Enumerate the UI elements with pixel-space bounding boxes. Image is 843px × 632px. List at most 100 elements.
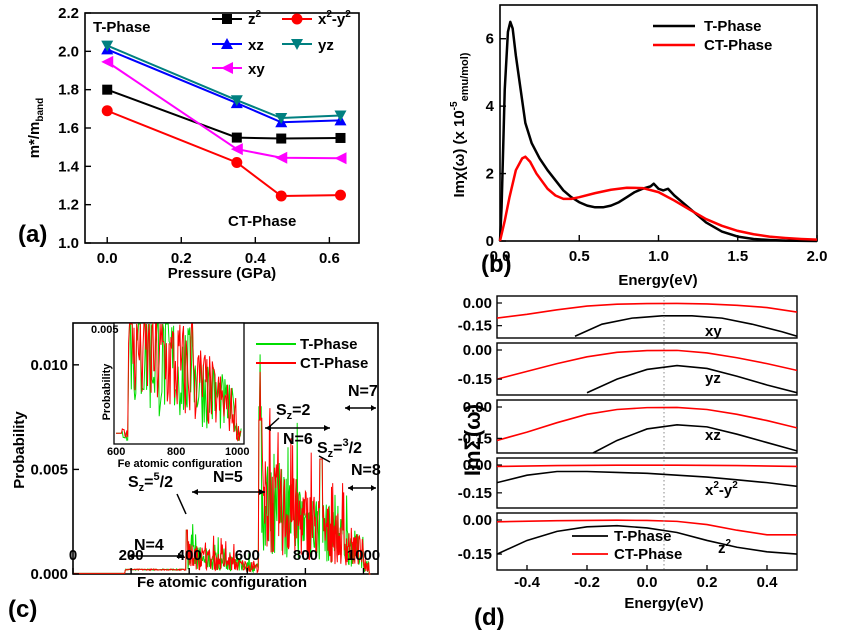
n4-arrowheads [128,553,184,559]
inset-ytick: 0.005 [91,324,119,336]
panel-a-series-4-point [230,143,243,156]
panel-a-xtick-label: 0.4 [245,250,267,267]
panel-a-label: (a) [18,221,47,248]
panel-a-ytick-label: 1.6 [58,120,79,137]
t-phase-annotation: T-Phase [93,19,151,36]
panel-a-series-0-line [106,88,341,140]
panel-d-ytick-label: 0.00 [463,295,492,312]
panel-c-xtick-label: 800 [293,547,318,564]
panel-a-ytick-label: 1.0 [58,235,79,252]
panel-d-subpanel-0 [497,302,797,338]
panel-b-xtick-label: 1.0 [648,248,669,265]
panel-b-xlabel: Energy(eV) [618,272,697,289]
panel-d-sub-0-ct-phase [497,302,797,319]
legend-d-ct-label: CT-Phase [614,546,682,563]
panel-a-series-3-point [101,40,114,52]
panel-d-subpanel-frame [496,457,798,509]
n5-label: N=5 [213,469,243,486]
panel-a-series-0-point [231,132,242,143]
panel-a-ytick-label: 1.4 [58,158,80,175]
panel-d-subpanel-1 [497,349,797,394]
panel-b-ytick-label: 4 [486,98,495,115]
sz52-label: Sz=5/2 [128,471,173,494]
panel-a-series-1-point [231,157,243,168]
panel-d-xtick-label: -0.4 [514,574,541,591]
inset-xtick-800: 800 [167,446,185,458]
panel-d-xtick-label: -0.2 [574,574,600,591]
legend-yz-label: yz [318,37,334,54]
panel-d-ytick-label: 0.00 [463,342,492,359]
panel-d-subpanel-4 [497,519,797,555]
panel-d-xtick-label: 0.4 [757,574,779,591]
sz2-label: Sz=2 [276,402,311,422]
legend-c-t-label: T-Phase [300,336,358,353]
legend-x2y2-marker [291,13,303,25]
panel-c-xtick-label: 0 [69,547,77,564]
panel-a-series-4-point [101,55,114,68]
panel-c-inset: 0.005 Probability 600 800 1000 Fe atomic… [91,322,249,470]
panel-a-series-2-line [106,48,341,124]
panel-d-sub-2-t-phase [592,423,797,453]
panel-d-ytick-label: -0.15 [458,318,492,335]
panel-c-ytick-label: 0.005 [30,461,68,478]
panel-a-ytick-label: 1.8 [58,82,79,99]
panel-a-legend: z2 x2-y2 xz yz xy [212,9,351,78]
panel-b-series-ct-phase [498,155,818,242]
n6-label: N=6 [283,431,313,448]
panel-b-legend: T-Phase CT-Phase [653,18,772,54]
inset-xtick-600: 600 [107,446,125,458]
panel-d-label: (d) [474,604,505,631]
panel-d-subpanel-frame [496,399,798,454]
legend-xz-marker [221,38,233,49]
panel-d-subpanel-3 [497,464,797,488]
panel-d-sub-4-ct-phase [497,519,797,536]
panel-d-subpanel-frame [496,295,798,339]
panel-c-xtick-label: 600 [235,547,260,564]
legend-b-t-label: T-Phase [704,18,762,35]
sz32-label: Sz=3/2 [317,437,362,460]
panel-a-series-4-point [275,151,288,164]
panel-b-xtick-label: 0.5 [569,248,590,265]
panel-a-ytick-label: 2.0 [58,43,79,60]
panel-d-ylabel: ImΣ(ω) [460,404,485,476]
n8-label: N=8 [351,462,381,479]
panel-d-sub-1-ct-phase [497,349,797,380]
panel-d-subpanel-2 [497,406,797,453]
panel-a-series-3-point [275,113,288,125]
panel-a: 0.0 0.2 0.4 0.6 1.0 1.2 1.4 1.6 1.8 2.0 2.2 Pressu… [18,5,360,282]
panel-d-sub-1-t-phase [586,364,797,394]
panel-d-subpanel-frame [496,342,798,396]
legend-xz-label: xz [248,37,264,54]
panel-d-sub-0-t-phase [574,315,797,338]
panel-d-sub-4-t-phase [497,524,797,555]
panel-a-series-0-point [102,84,113,95]
panel-d-sub-label: xz [705,427,721,444]
sz2-pointer [267,417,280,429]
panel-a-series-0-point [335,132,346,143]
panel-a-series-1-point [334,189,346,201]
legend-xy-marker [221,62,233,74]
panel-d-ytick-label: 0.00 [463,512,492,529]
panel-d-ytick-label: -0.15 [458,546,492,563]
inset-xtick-1000: 1000 [225,446,249,458]
legend-z2-label: z2 [248,9,262,28]
panel-d-sub-label: xy [705,323,722,340]
panel-c-ytick-label: 0.010 [30,357,68,374]
panel-c-label: (c) [8,596,37,623]
panel-a-series-3-point [334,110,347,122]
panel-b-label: (b) [481,251,512,278]
panel-b-xtick-label: 1.5 [727,248,748,265]
panel-b-ylabel: Imχ(ω) (x 10-5emu/mol) [449,52,471,197]
inset-series-ct-phase [116,322,242,442]
sz32-pointer [318,455,331,463]
panel-c-ylabel: Probability [11,411,28,489]
panel-d-sub-3-ct-phase [497,464,797,468]
legend-b-ct-label: CT-Phase [704,37,772,54]
n4-label: N=4 [134,537,164,554]
panel-a-ytick-label: 2.2 [58,5,79,22]
panel-a-series-0-point [276,133,287,144]
panel-d: 0.00 -0.15 xy 0.00 -0.15 yz 0.00 -0.15 xz 0.00 -0.… [458,295,798,631]
panel-d-ytick-label: -0.15 [458,371,492,388]
panel-d-sub-3-t-phase [497,470,797,488]
